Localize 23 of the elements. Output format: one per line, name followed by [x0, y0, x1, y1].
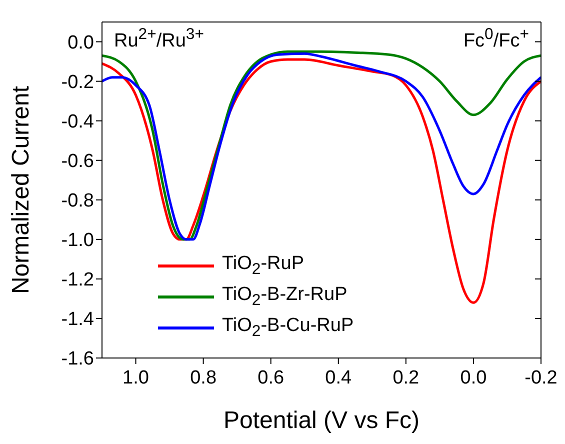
y-tick-label: -1.6 — [61, 348, 94, 370]
annotation: Ru$^{2+}$/Ru$^{3+}$ — [114, 26, 204, 52]
y-tick-label: -1.4 — [61, 309, 94, 330]
x-tick-label: -0.2 — [524, 367, 558, 388]
x-axis-title: Potential (V vs Fc) — [223, 407, 420, 434]
x-tick-label: 1.0 — [122, 367, 149, 388]
x-tick-label: 0.2 — [392, 367, 420, 388]
y-tick-label: -0.4 — [61, 112, 94, 133]
x-tick-label: 0.8 — [190, 367, 217, 388]
y-tick-label: -0.2 — [61, 72, 94, 94]
x-tick-label: 0.4 — [325, 367, 352, 388]
annotation: Fc$^{0}$/Fc$^{+}$ — [463, 26, 529, 52]
x-tick-label: 0.0 — [460, 367, 487, 388]
y-tick-label: -1.0 — [61, 230, 94, 252]
y-tick-label: -0.6 — [61, 151, 94, 172]
legend-label: TiO$_{2}$-RuP — [222, 252, 304, 278]
y-tick-label: 0.0 — [68, 32, 94, 54]
x-tick-label: 0.6 — [258, 367, 284, 388]
y-tick-label: -0.8 — [61, 190, 94, 212]
legend-label: TiO$_{2}$-B-Cu-RuP — [222, 314, 354, 340]
y-tick-label: -1.2 — [61, 270, 94, 291]
y-axis-title: Normalized Current — [8, 86, 35, 294]
legend-label: TiO$_{2}$-B-Zr-RuP — [222, 284, 348, 310]
